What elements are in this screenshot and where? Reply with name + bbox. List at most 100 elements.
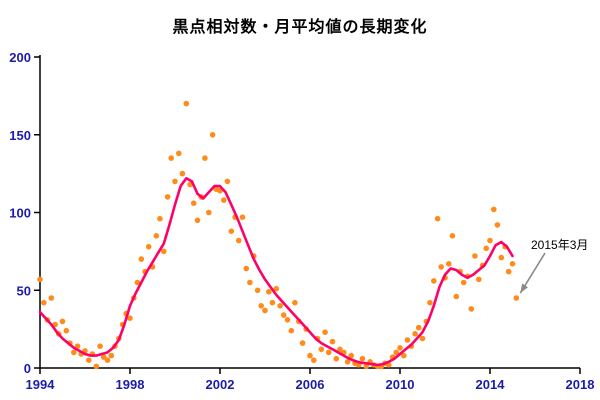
- scatter-point: [363, 363, 370, 370]
- x-tick-label: 1994: [26, 377, 56, 392]
- scatter-point: [476, 276, 482, 283]
- chart-title: 黒点相対数・月平均値の長期変化: [172, 19, 428, 36]
- scatter-point: [59, 318, 66, 325]
- scatter-point: [71, 349, 77, 356]
- scatter-point: [239, 214, 246, 220]
- scatter-point: [221, 197, 227, 203]
- scatter-point: [288, 327, 295, 334]
- scatter-point: [273, 285, 280, 292]
- scatter-point: [348, 352, 355, 359]
- scatter-point: [235, 237, 242, 244]
- scatter-point: [258, 303, 265, 309]
- scatter-point: [277, 303, 283, 309]
- scatter-point: [483, 245, 490, 252]
- scatter-point: [176, 150, 182, 157]
- scatter-point: [224, 178, 231, 185]
- scatter-point: [168, 155, 174, 161]
- x-tick-label: 2002: [206, 377, 235, 392]
- scatter-point: [322, 329, 328, 336]
- scatter-point: [487, 237, 493, 244]
- scatter-point: [329, 338, 336, 345]
- scatter-point: [397, 345, 403, 351]
- scatter-point: [453, 293, 460, 300]
- x-tick-label: 1998: [116, 377, 145, 392]
- scatter-point: [513, 295, 520, 301]
- scatter-point: [280, 312, 287, 318]
- scatter-point: [311, 357, 317, 364]
- scatter-point: [460, 279, 467, 286]
- scatter-point: [74, 343, 81, 350]
- scatter-point: [41, 299, 47, 306]
- scatter-point: [179, 170, 186, 177]
- scatter-point: [393, 349, 400, 356]
- annotation-arrow-head: [520, 283, 528, 294]
- scatter-point: [509, 261, 516, 267]
- scatter-point: [247, 279, 253, 286]
- scatter-point: [427, 299, 433, 306]
- scatter-point: [446, 261, 452, 267]
- scatter-point: [404, 337, 411, 343]
- scatter-point: [104, 357, 111, 364]
- scatter-point: [344, 359, 351, 365]
- scatter-point: [333, 355, 340, 362]
- scatter-point: [431, 278, 437, 284]
- scatter-point: [415, 324, 422, 331]
- scatter-point: [505, 268, 512, 275]
- scatter-point: [325, 349, 332, 356]
- scatter-point: [494, 222, 501, 228]
- scatter-point: [254, 287, 261, 294]
- scatter-point: [472, 253, 478, 259]
- trend-line: [38, 177, 514, 367]
- scatter-point: [284, 317, 291, 323]
- scatter-point: [202, 155, 208, 161]
- scatter-point: [491, 206, 497, 213]
- scatter-point: [359, 355, 366, 362]
- scatter-point: [438, 264, 445, 270]
- scatter-point: [161, 248, 167, 255]
- scatter-point: [209, 132, 216, 138]
- scatter-point: [206, 209, 212, 216]
- scatter-point: [307, 352, 313, 359]
- scatter-point: [172, 178, 178, 185]
- scatter-point: [63, 327, 70, 334]
- scatter-point: [468, 306, 475, 312]
- annotation-label: 2015年3月: [531, 238, 589, 252]
- scatter-point: [93, 363, 100, 370]
- scatter-point: [153, 233, 160, 239]
- scatter-point: [86, 357, 92, 364]
- scatter-point: [97, 343, 103, 350]
- scatter-point: [412, 331, 418, 337]
- y-tick-label: 100: [9, 206, 31, 221]
- scatter-point: [228, 228, 235, 234]
- scatter-point: [37, 276, 43, 283]
- x-tick-label: 2010: [386, 377, 415, 392]
- scatter-point: [318, 346, 325, 353]
- scatter-point: [262, 307, 268, 314]
- y-tick-label: 150: [9, 128, 31, 143]
- scatter-point: [266, 289, 272, 295]
- x-tick-label: 2018: [566, 377, 595, 392]
- scatter-point: [299, 340, 306, 346]
- scatter-point: [419, 335, 426, 342]
- scatter-point: [337, 346, 343, 353]
- scatter-point: [108, 352, 115, 359]
- scatter-point: [100, 354, 107, 360]
- scatter-point: [269, 299, 276, 306]
- scatter-point: [190, 200, 197, 206]
- y-tick-label: 50: [17, 283, 31, 298]
- scatter-point: [145, 243, 152, 250]
- scatter-point: [134, 279, 141, 286]
- scatter-point: [183, 100, 190, 107]
- scatter-point: [164, 194, 171, 200]
- scatter-point: [401, 352, 407, 359]
- scatter-point: [157, 215, 163, 222]
- scatter-point: [243, 265, 250, 272]
- scatter-point: [498, 254, 505, 261]
- x-tick-label: 2006: [296, 377, 325, 392]
- scatter-point: [127, 315, 133, 322]
- scatter-point: [48, 295, 55, 301]
- scatter-point: [138, 256, 145, 262]
- scatter-point: [292, 299, 298, 306]
- y-tick-label: 0: [24, 361, 31, 376]
